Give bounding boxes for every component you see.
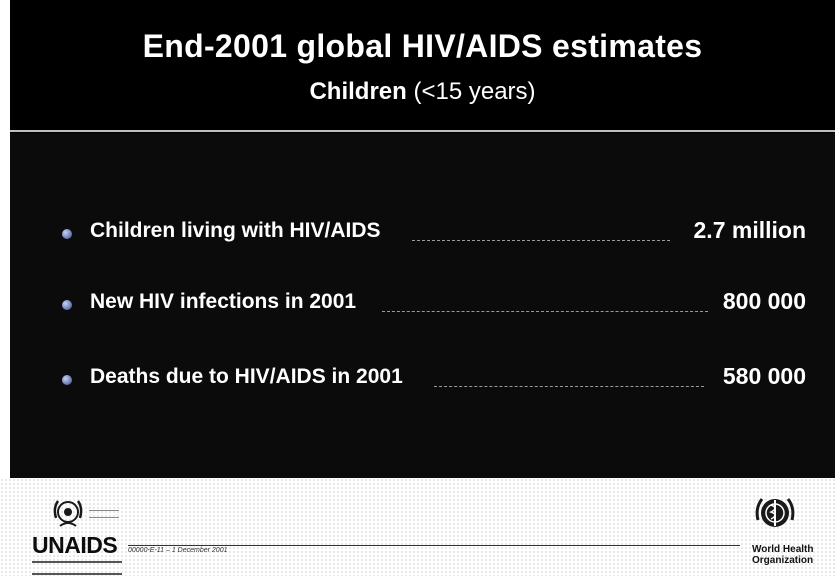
header-divider bbox=[10, 130, 835, 132]
unaids-logo-text: UNAIDS bbox=[32, 532, 118, 558]
slide-footer: UNAIDS 00000-E-11 – 1 December 2001 Worl… bbox=[0, 478, 835, 576]
bullet-icon bbox=[62, 300, 72, 310]
leader-line bbox=[412, 240, 670, 241]
leader-line bbox=[434, 386, 704, 387]
item-label: New HIV infections in 2001 bbox=[90, 290, 357, 313]
slide-header: End-2001 global HIV/AIDS estimates Child… bbox=[10, 0, 835, 133]
slide-subtitle: Children (<15 years) bbox=[10, 78, 835, 106]
leader-line bbox=[382, 311, 708, 312]
subtitle-note: (<15 years) bbox=[413, 78, 536, 105]
item-label: Deaths due to HIV/AIDS in 2001 bbox=[90, 365, 403, 388]
item-value: 2.7 million bbox=[693, 217, 806, 243]
who-emblem-icon bbox=[755, 498, 795, 527]
item-value: 800 000 bbox=[722, 288, 806, 314]
slide-reference: 00000-E-11 – 1 December 2001 bbox=[128, 547, 228, 554]
slide-content: End-2001 global HIV/AIDS estimates Child… bbox=[10, 0, 835, 478]
list-item: Deaths due to HIV/AIDS in 2001 580 000 bbox=[10, 362, 835, 396]
list-item: Children living with HIV/AIDS 2.7 millio… bbox=[10, 216, 835, 250]
unaids-cosponsor-lines bbox=[32, 561, 122, 575]
slide-title: End-2001 global HIV/AIDS estimates bbox=[142, 28, 703, 64]
who-name: World Health Organization bbox=[752, 544, 832, 566]
footer-divider bbox=[128, 545, 740, 546]
item-label: Children living with HIV/AIDS bbox=[90, 219, 381, 242]
subtitle-main: Children bbox=[309, 78, 407, 105]
list-item: New HIV infections in 2001 800 000 bbox=[10, 287, 835, 321]
bullet-icon bbox=[62, 229, 72, 239]
who-name-line1: World Health bbox=[752, 544, 814, 555]
who-name-line2: Organization bbox=[752, 555, 814, 566]
item-value: 580 000 bbox=[722, 363, 806, 389]
bullet-icon bbox=[62, 375, 72, 385]
un-emblem-icon bbox=[53, 500, 83, 527]
unaids-fine-print bbox=[89, 510, 119, 518]
